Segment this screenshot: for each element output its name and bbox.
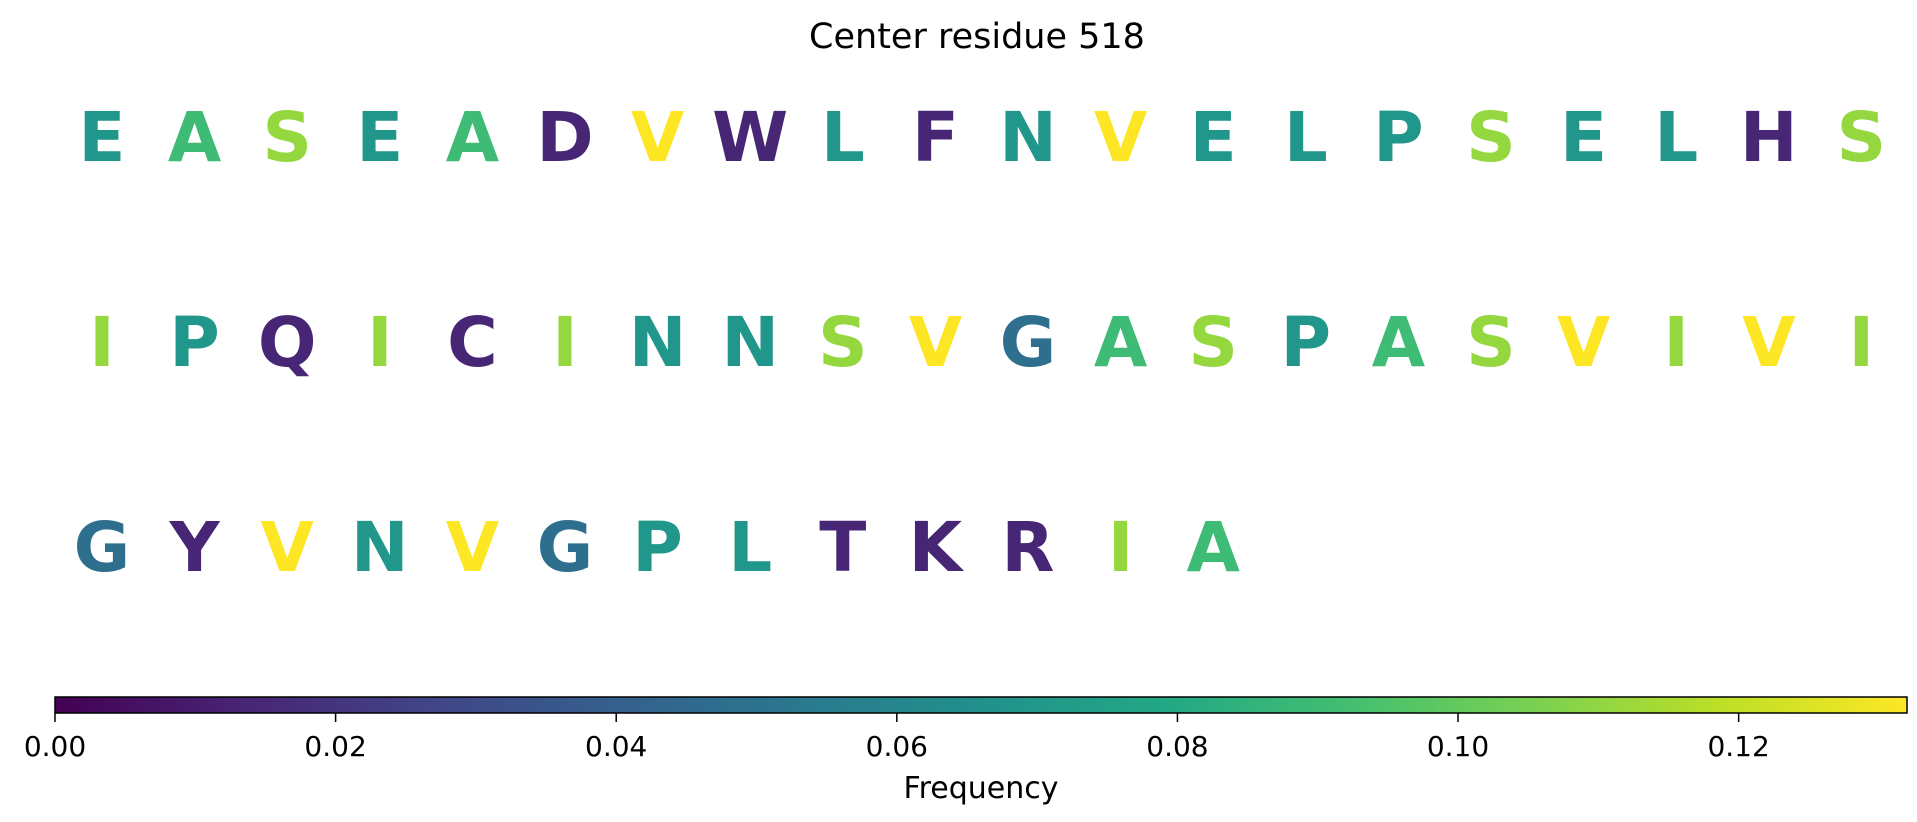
residue-letter: K <box>909 508 965 588</box>
residue-letter: G <box>74 508 131 588</box>
colorbar: 0.00 0.02 0.04 0.06 0.08 0.10 0.12 Frequency <box>24 696 1908 806</box>
residue-letter: V <box>1094 98 1148 178</box>
residue-letter: E <box>1560 98 1607 178</box>
residue-letter: P <box>1281 303 1332 383</box>
residue-letter: P <box>169 303 220 383</box>
residue-letter: I <box>1108 508 1134 588</box>
residue-letter: V <box>446 508 500 588</box>
residue-letter: Q <box>258 303 317 383</box>
residue-letter: S <box>1466 303 1516 383</box>
residue-letter: N <box>351 508 409 588</box>
colorbar-tick-label: 0.00 <box>24 730 86 763</box>
residue-letter: W <box>712 98 788 178</box>
residue-letter: L <box>728 508 772 588</box>
residue-letter: V <box>631 98 685 178</box>
residue-letter: S <box>262 98 312 178</box>
residue-letter: A <box>1186 508 1240 588</box>
colorbar-tick-label: 0.10 <box>1427 730 1489 763</box>
residue-letter: Y <box>169 508 221 588</box>
residue-letter: L <box>1654 98 1698 178</box>
residue-letter: P <box>632 508 683 588</box>
residue-letter: S <box>1188 303 1238 383</box>
residue-letter: V <box>909 303 963 383</box>
residue-letter: L <box>821 98 865 178</box>
residue-letter: E <box>78 98 125 178</box>
colorbar-ticks: 0.00 0.02 0.04 0.06 0.08 0.10 0.12 <box>24 713 1770 763</box>
residue-letter: H <box>1740 98 1798 178</box>
residue-letter: E <box>1190 98 1237 178</box>
chart-title: Center residue 518 <box>809 17 1145 57</box>
colorbar-tick-label: 0.08 <box>1146 730 1208 763</box>
residue-letter: L <box>1284 98 1328 178</box>
residue-letter: P <box>1373 98 1424 178</box>
residue-letter: A <box>168 98 222 178</box>
colorbar-gradient <box>54 696 1908 714</box>
residue-letter: I <box>367 303 393 383</box>
residue-letter: V <box>1557 303 1611 383</box>
residue-letter: E <box>356 98 403 178</box>
residue-letter: F <box>912 98 959 178</box>
residue-letter: N <box>999 98 1057 178</box>
residue-letter: A <box>446 98 500 178</box>
residue-letter: V <box>260 508 314 588</box>
residue-letter: I <box>1849 303 1875 383</box>
residue-letter: D <box>536 98 593 178</box>
residue-letter: N <box>629 303 687 383</box>
residue-letter: I <box>89 303 115 383</box>
residue-letter: I <box>1663 303 1689 383</box>
residue-letter: S <box>1466 98 1516 178</box>
colorbar-tick-label: 0.12 <box>1707 730 1769 763</box>
residue-letters: E A S E A D V W L F N V E L P S E L H SI P Q I C I N N S V G A S P A S V I V I… <box>74 98 1887 588</box>
residue-letter: A <box>1094 303 1148 383</box>
residue-letter: S <box>818 303 868 383</box>
residue-letter: T <box>819 508 866 588</box>
colorbar-tick-label: 0.06 <box>866 730 928 763</box>
residue-letter: S <box>1837 98 1887 178</box>
residue-letter: G <box>537 508 594 588</box>
residue-letter: I <box>552 303 578 383</box>
colorbar-label: Frequency <box>904 771 1059 806</box>
residue-letter: N <box>721 303 779 383</box>
colorbar-tick-label: 0.02 <box>304 730 366 763</box>
residue-letter: C <box>447 303 498 383</box>
residue-letter: G <box>1000 303 1057 383</box>
residue-letter: A <box>1372 303 1426 383</box>
colorbar-tick-label: 0.04 <box>585 730 647 763</box>
residue-letter: R <box>1001 508 1054 588</box>
residue-letter: V <box>1742 303 1796 383</box>
